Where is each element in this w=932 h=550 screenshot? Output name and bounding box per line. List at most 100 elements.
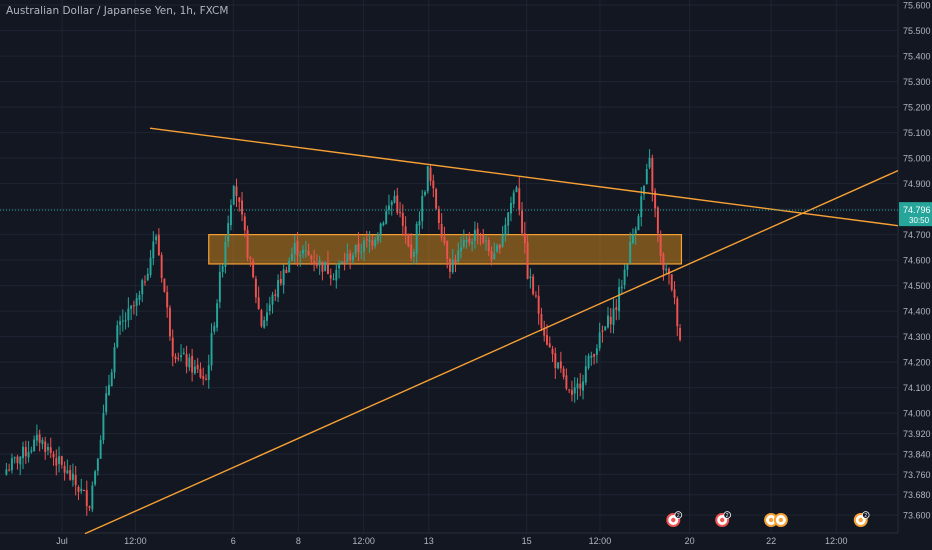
candle-body [338,263,341,269]
candle-body [415,223,418,254]
candle-body [193,366,196,374]
candle-body [182,352,185,354]
candle-body [66,470,69,474]
candle-body [424,191,426,196]
candle-body [565,375,568,389]
x-tick-label: 12:00 [825,536,848,546]
candle-body [55,458,58,466]
candle-body [155,236,158,241]
candle-body [243,216,246,231]
candle-body [5,469,8,475]
candle-body [554,353,557,369]
candle-body [202,376,205,380]
candle-body [299,255,302,257]
candle-body [107,384,110,395]
event-marker-badge [723,511,731,519]
candle-body [174,356,177,360]
candle-body [468,238,471,243]
candle-body [274,294,277,296]
candle-body [437,208,440,223]
candle-body [382,222,385,226]
candle-body [27,452,30,458]
candle-body [163,278,166,292]
candle-body [462,240,465,247]
candle-body [593,354,596,357]
candle-body [157,234,160,256]
candle-body [10,458,13,471]
candle-body [199,368,202,378]
candle-body [221,265,224,273]
candle-body [246,229,249,258]
candle-body [482,235,485,243]
x-tick-label: 6 [231,536,236,546]
candle-body [69,470,72,480]
y-tick-label: 74.500 [903,281,931,291]
event-marker-dot [768,517,774,523]
candle-body [490,251,493,261]
candle-body [332,278,335,280]
candle-body [38,434,41,443]
candle-body [47,447,49,451]
candle-body [573,387,576,394]
candle-body [615,307,618,310]
event-marker-count: 2 [864,513,867,519]
y-tick-label: 73.760 [903,470,931,480]
candle-body [80,488,83,492]
candle-body [656,207,659,234]
candle-body [379,223,382,235]
y-tick-label: 73.600 [903,511,931,521]
candle-body [124,320,127,322]
candle-body [479,234,482,236]
candle-body [8,469,11,471]
candle-body [191,355,194,373]
symbol-title: Australian Dollar / Japanese Yen, 1h, FX… [6,5,229,17]
event-marker-dot [720,517,725,523]
candle-body [271,294,274,305]
candle-body [52,453,55,458]
candle-body [485,240,487,242]
y-tick-label: 74.400 [903,307,931,317]
candle-body [105,393,108,413]
candle-body [523,233,526,244]
candle-body [260,310,263,327]
candle-body [340,261,343,264]
candle-body [102,413,105,441]
y-tick-label: 73.680 [903,490,931,500]
candle-body [33,439,36,451]
candle-body [518,188,521,211]
candle-body [77,486,80,492]
candle-body [659,234,662,256]
candle-body [587,355,590,369]
candle-body [96,458,99,471]
candle-body [568,389,571,391]
candle-body [493,253,496,260]
candle-body [579,383,582,389]
y-tick-label: 75.400 [903,52,931,62]
candle-body [390,201,393,206]
candle-body [435,189,438,209]
y-tick-label: 75.200 [903,103,931,113]
candle-body [346,253,349,262]
y-tick-label: 75.500 [903,26,931,36]
candle-body [595,348,598,355]
candle-body [13,457,16,459]
candle-body [171,337,174,357]
candle-body [676,298,679,327]
candle-body [654,190,657,209]
candle-body [224,241,227,267]
candle-body [396,195,399,213]
x-tick-label: 13 [424,536,434,546]
candle-body [637,216,640,231]
candle-body [473,229,476,241]
candle-body [185,354,188,367]
candle-body [318,260,321,266]
candle-body [645,169,648,185]
candle-body [83,490,85,492]
x-tick-label: 12:00 [589,536,612,546]
candle-body [620,286,623,289]
candle-body [598,332,601,349]
candle-body [546,335,548,345]
price-tag-countdown: 30:50 [909,216,930,225]
